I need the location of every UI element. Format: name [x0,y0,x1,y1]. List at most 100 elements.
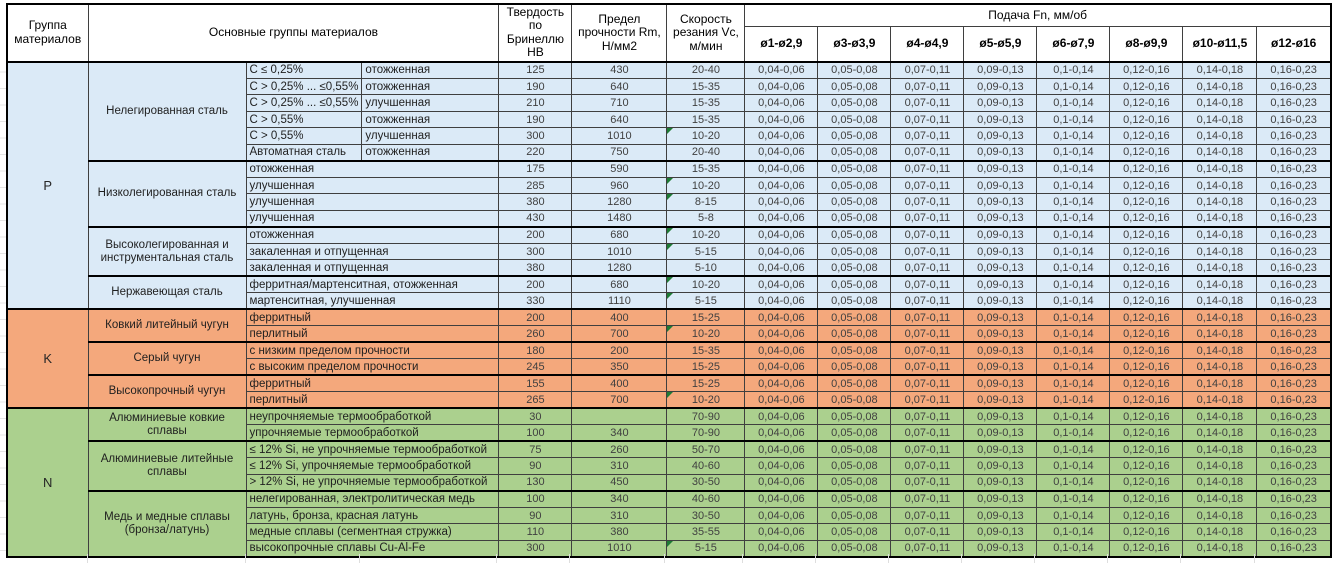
condition-cell[interactable]: медные сплавы (сегментная стружка) [245,523,500,541]
condition-cell[interactable]: латунь, бронза, красная латунь [245,506,500,525]
group-letter-cell[interactable]: K [6,308,89,409]
speed-cell[interactable]: 15-25 [666,308,746,327]
speed-cell[interactable]: 70-90 [666,407,746,426]
feed-cell[interactable]: 0,09-0,13 [963,159,1038,178]
feed-cell[interactable]: 0,09-0,13 [963,473,1038,492]
feed-cell[interactable]: 0,14-0,18 [1182,259,1258,277]
feed-cell[interactable]: 0,1-0,14 [1036,259,1111,277]
hardness-cell[interactable]: 380 [498,193,573,211]
feed-cell[interactable]: 0,14-0,18 [1182,275,1258,294]
feed-cell[interactable]: 0,12-0,16 [1109,539,1184,558]
subgroup-cell[interactable]: Ковкий литейный чугун [87,308,247,343]
feed-cell[interactable]: 0,14-0,18 [1182,407,1258,426]
feed-cell[interactable]: 0,16-0,23 [1256,275,1332,294]
condition-cell[interactable]: ферритная/мартенситная, отожженная [245,275,500,294]
feed-cell[interactable]: 0,12-0,16 [1109,127,1184,145]
feed-cell[interactable]: 0,14-0,18 [1182,523,1258,541]
feed-cell[interactable]: 0,14-0,18 [1182,539,1258,558]
feed-cell[interactable]: 0,12-0,16 [1109,440,1184,459]
hardness-cell[interactable]: 90 [498,506,573,525]
feed-cell[interactable]: 0,16-0,23 [1256,506,1332,525]
group-letter-cell[interactable]: P [6,60,89,310]
feed-cell[interactable]: 0,12-0,16 [1109,292,1184,310]
feed-cell[interactable]: 0,07-0,11 [890,341,965,360]
feed-cell[interactable]: 0,14-0,18 [1182,127,1258,145]
feed-cell[interactable]: 0,04-0,06 [744,143,819,162]
feed-cell[interactable]: 0,07-0,11 [890,275,965,294]
feed-cell[interactable]: 0,04-0,06 [744,159,819,178]
feed-cell[interactable]: 0,07-0,11 [890,242,965,261]
speed-cell[interactable]: 20-40 [666,143,746,162]
feed-cell[interactable]: 0,16-0,23 [1256,523,1332,541]
feed-cell[interactable]: 0,07-0,11 [890,358,965,376]
feed-cell[interactable]: 0,1-0,14 [1036,457,1111,475]
feed-cell[interactable]: 0,1-0,14 [1036,60,1111,79]
subgroup-cell[interactable]: Алюминиевые ковкие сплавы [87,407,247,442]
condition-cell[interactable]: нелегированная, электролитическая медь [245,489,500,508]
feed-cell[interactable]: 0,05-0,08 [817,457,892,475]
feed-cell[interactable]: 0,16-0,23 [1256,143,1332,162]
speed-cell[interactable]: 5-15 [666,242,746,261]
hardness-cell[interactable]: 220 [498,143,573,162]
condition-cell[interactable]: Автоматная сталь [245,143,363,162]
hardness-cell[interactable]: 380 [498,259,573,277]
strength-cell[interactable] [571,407,668,426]
header-main-groups-column[interactable]: Основные группы материалов [87,3,500,63]
feed-cell[interactable]: 0,07-0,11 [890,143,965,162]
condition-cell[interactable]: перлитный [245,325,500,343]
feed-cell[interactable]: 0,04-0,06 [744,391,819,409]
feed-cell[interactable]: 0,05-0,08 [817,242,892,261]
state-cell[interactable]: отожженная [361,143,500,162]
hardness-cell[interactable]: 200 [498,225,573,244]
feed-cell[interactable]: 0,1-0,14 [1036,209,1111,228]
feed-cell[interactable]: 0,12-0,16 [1109,506,1184,525]
feed-cell[interactable]: 0,07-0,11 [890,523,965,541]
strength-cell[interactable]: 700 [571,325,668,343]
condition-cell[interactable]: улучшенная [245,193,500,211]
header-diameter-2[interactable]: ø3-ø3,9 [817,25,892,63]
feed-cell[interactable]: 0,12-0,16 [1109,358,1184,376]
feed-cell[interactable]: 0,16-0,23 [1256,127,1332,145]
feed-cell[interactable]: 0,04-0,06 [744,127,819,145]
feed-cell[interactable]: 0,16-0,23 [1256,358,1332,376]
feed-cell[interactable]: 0,12-0,16 [1109,473,1184,492]
feed-cell[interactable]: 0,09-0,13 [963,424,1038,442]
hardness-cell[interactable]: 110 [498,523,573,541]
feed-cell[interactable]: 0,05-0,08 [817,325,892,343]
feed-cell[interactable]: 0,09-0,13 [963,489,1038,508]
feed-cell[interactable]: 0,05-0,08 [817,159,892,178]
feed-cell[interactable]: 0,14-0,18 [1182,391,1258,409]
feed-cell[interactable]: 0,05-0,08 [817,489,892,508]
feed-cell[interactable]: 0,14-0,18 [1182,440,1258,459]
feed-cell[interactable]: 0,07-0,11 [890,424,965,442]
strength-cell[interactable]: 350 [571,358,668,376]
feed-cell[interactable]: 0,05-0,08 [817,358,892,376]
feed-cell[interactable]: 0,07-0,11 [890,77,965,96]
feed-cell[interactable]: 0,1-0,14 [1036,127,1111,145]
feed-cell[interactable]: 0,09-0,13 [963,440,1038,459]
hardness-cell[interactable]: 210 [498,94,573,112]
condition-cell[interactable]: ≤ 12% Si, упрочняемые термообработкой [245,457,500,475]
feed-cell[interactable]: 0,04-0,06 [744,341,819,360]
speed-cell[interactable]: 15-25 [666,358,746,376]
condition-cell[interactable]: мартенситная, улучшенная [245,292,500,310]
speed-cell[interactable]: 5-10 [666,259,746,277]
feed-cell[interactable]: 0,1-0,14 [1036,358,1111,376]
feed-cell[interactable]: 0,09-0,13 [963,341,1038,360]
feed-cell[interactable]: 0,04-0,06 [744,193,819,211]
feed-cell[interactable]: 0,1-0,14 [1036,143,1111,162]
speed-cell[interactable]: 5-15 [666,539,746,558]
feed-cell[interactable]: 0,09-0,13 [963,275,1038,294]
feed-cell[interactable]: 0,07-0,11 [890,209,965,228]
hardness-cell[interactable]: 175 [498,159,573,178]
strength-cell[interactable]: 310 [571,457,668,475]
feed-cell[interactable]: 0,1-0,14 [1036,407,1111,426]
feed-cell[interactable]: 0,16-0,23 [1256,60,1332,79]
feed-cell[interactable]: 0,1-0,14 [1036,159,1111,178]
feed-cell[interactable]: 0,16-0,23 [1256,457,1332,475]
feed-cell[interactable]: 0,1-0,14 [1036,242,1111,261]
feed-cell[interactable]: 0,09-0,13 [963,358,1038,376]
hardness-cell[interactable]: 30 [498,407,573,426]
feed-cell[interactable]: 0,16-0,23 [1256,473,1332,492]
feed-cell[interactable]: 0,09-0,13 [963,143,1038,162]
